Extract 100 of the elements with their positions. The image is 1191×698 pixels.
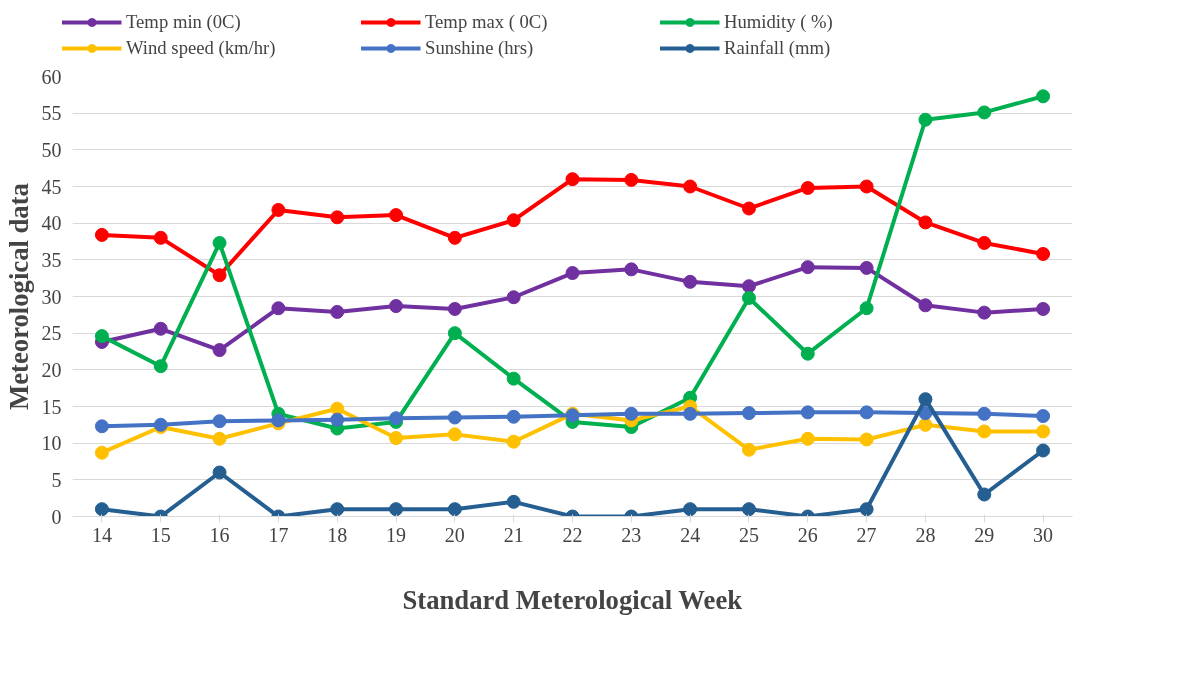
point bbox=[741, 502, 756, 517]
point bbox=[800, 405, 815, 420]
point bbox=[212, 465, 227, 480]
x-tick-label: 16 bbox=[209, 523, 230, 546]
point bbox=[977, 235, 992, 250]
x-tick-label: 26 bbox=[797, 523, 818, 546]
x-tick-label: 21 bbox=[503, 523, 524, 546]
x-tick-label: 14 bbox=[91, 523, 112, 546]
y-tick-label: 35 bbox=[41, 248, 62, 271]
point bbox=[624, 172, 639, 187]
point bbox=[565, 266, 580, 281]
y-tick-label: 0 bbox=[51, 505, 62, 528]
point bbox=[859, 301, 874, 316]
point bbox=[1036, 89, 1051, 104]
point bbox=[271, 202, 286, 217]
point bbox=[153, 230, 168, 245]
point bbox=[212, 235, 227, 250]
point bbox=[212, 343, 227, 358]
point bbox=[506, 213, 521, 228]
y-tick-label: 50 bbox=[41, 138, 62, 161]
point bbox=[977, 105, 992, 120]
y-tick-label: 30 bbox=[41, 285, 62, 308]
point bbox=[212, 431, 227, 446]
point bbox=[800, 180, 815, 195]
point bbox=[506, 290, 521, 305]
point bbox=[800, 260, 815, 275]
point bbox=[94, 502, 109, 517]
point bbox=[389, 208, 404, 223]
point bbox=[977, 424, 992, 439]
y-tick-label: 60 bbox=[41, 65, 62, 88]
x-tick-label: 15 bbox=[150, 523, 171, 546]
point bbox=[1036, 443, 1051, 458]
legend-label: Humidity ( %) bbox=[724, 11, 834, 33]
point bbox=[683, 502, 698, 517]
point bbox=[624, 262, 639, 277]
point bbox=[918, 417, 933, 432]
x-axis-title: Standard Meterological Week bbox=[402, 584, 743, 615]
point bbox=[94, 227, 109, 242]
point bbox=[741, 290, 756, 305]
point bbox=[859, 502, 874, 517]
point bbox=[389, 299, 404, 314]
point bbox=[565, 172, 580, 187]
point bbox=[506, 409, 521, 424]
y-tick-label: 20 bbox=[41, 358, 62, 381]
point bbox=[624, 406, 639, 421]
point bbox=[977, 406, 992, 421]
point bbox=[330, 210, 345, 225]
point bbox=[447, 502, 462, 517]
point bbox=[683, 179, 698, 194]
point bbox=[859, 179, 874, 194]
point bbox=[330, 401, 345, 416]
point bbox=[447, 427, 462, 442]
point bbox=[741, 442, 756, 457]
x-tick-label: 30 bbox=[1033, 523, 1054, 546]
point bbox=[447, 326, 462, 341]
y-tick-label: 45 bbox=[41, 175, 62, 198]
point bbox=[330, 412, 345, 427]
legend-label: Temp min (0C) bbox=[126, 11, 242, 33]
point bbox=[94, 445, 109, 460]
point bbox=[506, 494, 521, 509]
x-tick-label: 18 bbox=[327, 523, 348, 546]
y-tick-label: 40 bbox=[41, 212, 62, 235]
point bbox=[800, 431, 815, 446]
point bbox=[212, 414, 227, 429]
point bbox=[330, 304, 345, 319]
point bbox=[153, 359, 168, 374]
point bbox=[389, 431, 404, 446]
point bbox=[918, 392, 933, 407]
point bbox=[271, 301, 286, 316]
point bbox=[741, 406, 756, 421]
point bbox=[447, 230, 462, 245]
legend-label: Rainfall (mm) bbox=[724, 37, 832, 59]
point bbox=[1036, 246, 1051, 261]
y-tick-label: 15 bbox=[41, 395, 62, 418]
x-tick-label: 29 bbox=[974, 523, 995, 546]
point bbox=[741, 279, 756, 294]
y-tick-label: 25 bbox=[41, 322, 62, 345]
point bbox=[506, 434, 521, 449]
point bbox=[1036, 409, 1051, 424]
point bbox=[918, 298, 933, 313]
x-tick-label: 19 bbox=[386, 523, 407, 546]
x-tick-label: 20 bbox=[444, 523, 465, 546]
x-tick-label: 28 bbox=[915, 523, 936, 546]
y-tick-label: 55 bbox=[41, 102, 62, 125]
x-tick-label: 27 bbox=[856, 523, 877, 546]
point bbox=[977, 487, 992, 502]
x-tick-label: 24 bbox=[680, 523, 701, 546]
point bbox=[918, 112, 933, 127]
point bbox=[741, 201, 756, 216]
x-tick-label: 22 bbox=[562, 523, 583, 546]
legend-label: Wind speed (km/hr) bbox=[126, 37, 277, 59]
y-tick-label: 5 bbox=[51, 468, 62, 491]
y-tick-label: 10 bbox=[41, 432, 62, 455]
point bbox=[800, 346, 815, 361]
point bbox=[1036, 424, 1051, 439]
y-axis-title: Meteorological data bbox=[3, 183, 34, 410]
x-tick-label: 25 bbox=[738, 523, 759, 546]
legend-label: Sunshine (hrs) bbox=[425, 37, 535, 59]
point bbox=[918, 215, 933, 230]
point bbox=[859, 405, 874, 420]
